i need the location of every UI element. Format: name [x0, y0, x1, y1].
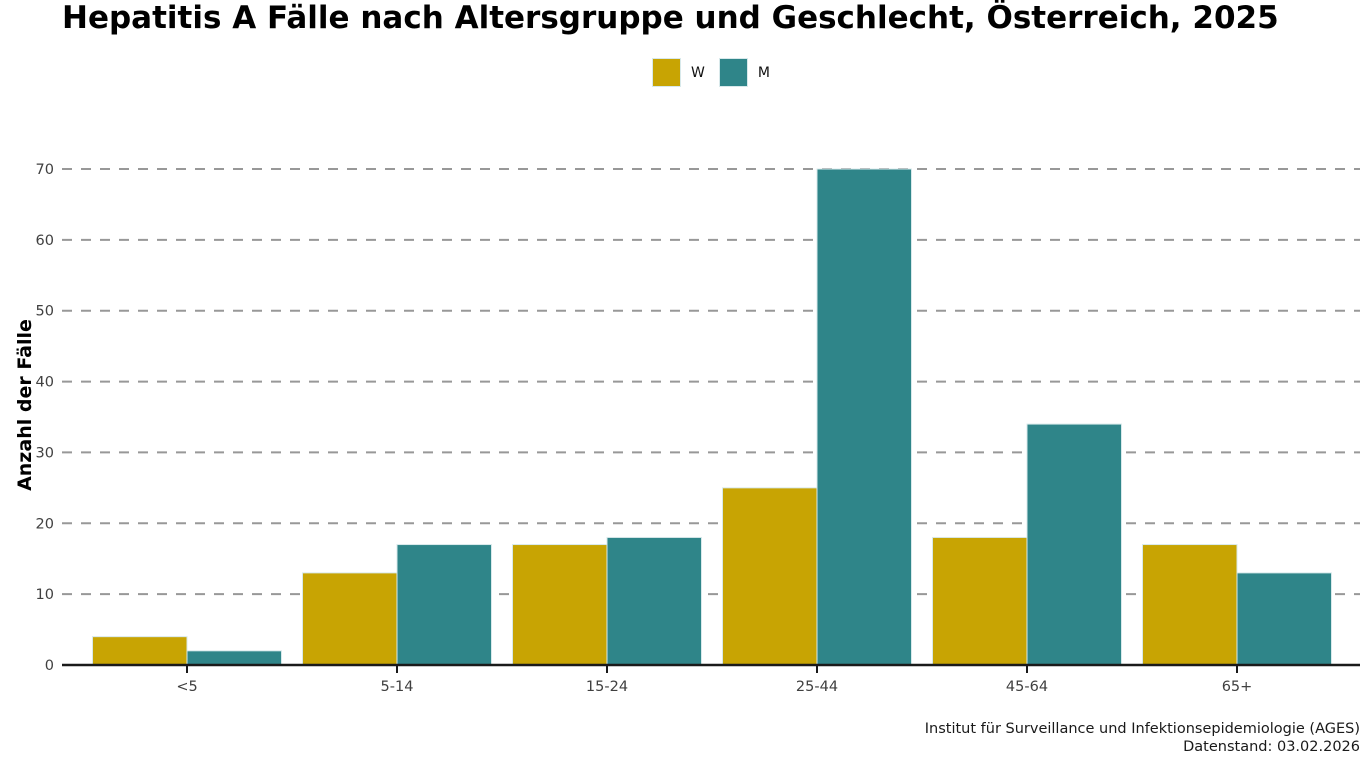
legend-item-m: M: [718, 58, 770, 87]
y-tick-label-20: 20: [36, 516, 54, 532]
y-tick-label-60: 60: [36, 233, 54, 249]
chart-title: Hepatitis A Fälle nach Altersgruppe und …: [62, 0, 1279, 36]
y-tick-label-70: 70: [36, 162, 54, 178]
source-note: Institut für Surveillance und Infektions…: [925, 720, 1360, 756]
bar-m-<5: [186, 650, 282, 666]
bar-w-25-44: [722, 487, 818, 666]
x-tick-label-65+: 65+: [1222, 679, 1253, 695]
bar-w-15-24: [512, 544, 608, 666]
y-tick-label-0: 0: [45, 658, 54, 674]
legend-label-w: W: [691, 64, 705, 81]
legend-item-w: W: [652, 58, 705, 87]
x-tick-label-45-64: 45-64: [1006, 679, 1048, 695]
legend-swatch-m-icon: [718, 58, 748, 87]
x-tick-label-25-44: 25-44: [796, 679, 838, 695]
legend-label-m: M: [757, 64, 770, 81]
bar-m-45-64: [1026, 423, 1122, 666]
x-tick-label-15-24: 15-24: [586, 679, 628, 695]
bar-w-<5: [92, 636, 188, 666]
x-tick-label-<5: <5: [176, 679, 197, 695]
y-tick-label-10: 10: [36, 587, 54, 603]
bar-m-5-14: [396, 544, 492, 666]
bar-m-65+: [1236, 572, 1332, 666]
datastand-line: Datenstand: 03.02.2026: [1183, 739, 1360, 755]
bar-w-5-14: [302, 572, 398, 666]
bar-w-45-64: [932, 536, 1028, 666]
y-tick-label-40: 40: [36, 375, 54, 391]
bar-m-15-24: [606, 536, 702, 666]
x-tick-label-5-14: 5-14: [381, 679, 414, 695]
y-tick-label-50: 50: [36, 304, 54, 320]
legend-swatch-w-icon: [652, 58, 682, 87]
y-tick-label-30: 30: [36, 445, 54, 461]
bar-m-25-44: [816, 168, 912, 666]
bar-w-65+: [1142, 544, 1238, 666]
legend: W M: [62, 58, 1360, 87]
source-line: Institut für Surveillance und Infektions…: [924, 721, 1360, 737]
